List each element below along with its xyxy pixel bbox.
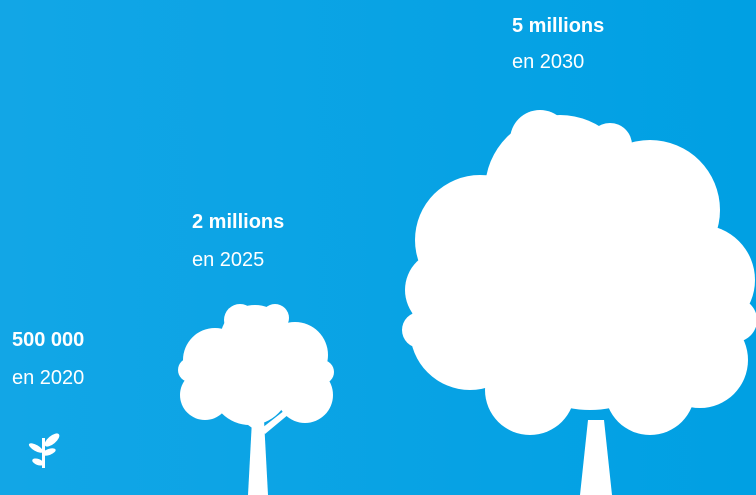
medium-tree <box>178 304 334 495</box>
amount-label: 5 millions <box>512 15 605 37</box>
amount-label: 500 000 <box>12 329 85 351</box>
year-label: en 2025 <box>192 249 265 271</box>
large-tree <box>402 110 756 495</box>
amount-label: 2 millions <box>192 211 285 233</box>
year-label: en 2020 <box>12 367 85 389</box>
year-label: en 2030 <box>512 51 585 73</box>
sapling <box>28 433 60 468</box>
